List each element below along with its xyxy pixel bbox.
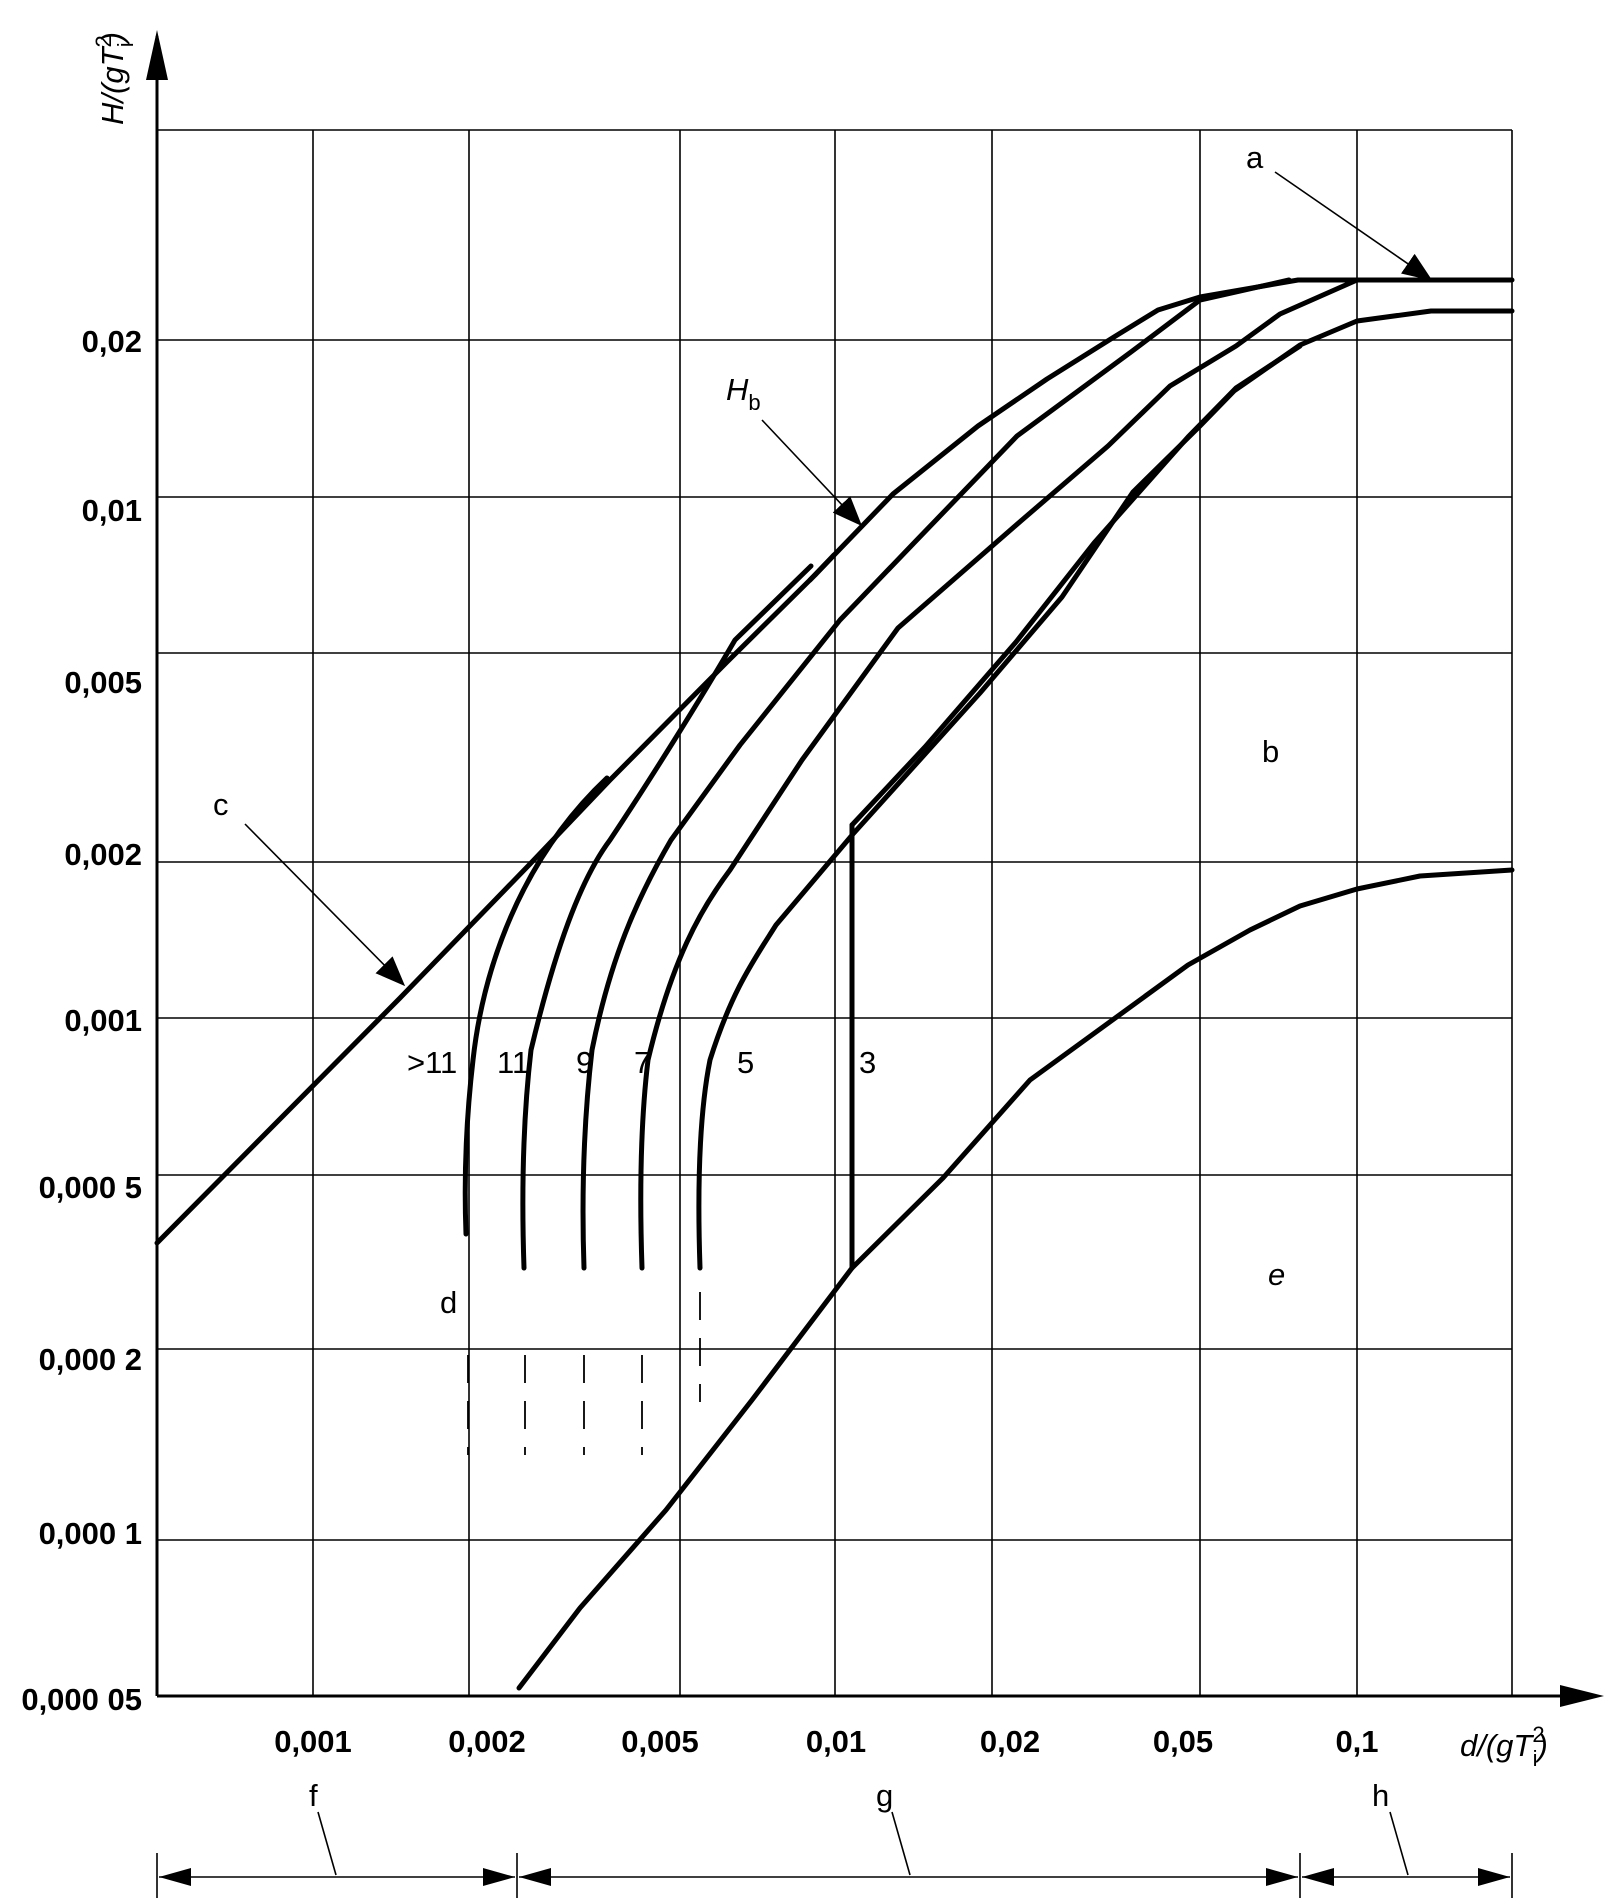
y-tick-0.005: 0,005 <box>64 665 142 700</box>
y-tick-0.02: 0,02 <box>82 324 142 359</box>
annotation-a: a <box>1246 140 1264 175</box>
label-11: 11 <box>497 1045 529 1080</box>
range-lines <box>156 1811 1513 1898</box>
y-tick-0.01: 0,01 <box>82 493 142 528</box>
dashed-lines <box>467 1102 701 1455</box>
x-tick-0.1: 0,1 <box>1335 1724 1378 1759</box>
y-tick-labels: 0,02 0,01 0,005 0,002 0,001 0,000 5 0,00… <box>21 324 142 1717</box>
y-axis-arrow <box>146 30 168 80</box>
x-tick-labels: 0,001 0,002 0,005 0,01 0,02 0,05 0,1 <box>274 1724 1378 1759</box>
annotation-c: c <box>213 787 229 822</box>
x-axis-arrow <box>1560 1685 1604 1707</box>
arrowhead-g-left <box>519 1868 551 1886</box>
x-tick-0.02: 0,02 <box>980 1724 1040 1759</box>
label-7: 7 <box>634 1045 651 1080</box>
curve-7 <box>638 277 1360 1271</box>
x-tick-0.005: 0,005 <box>621 1724 699 1759</box>
annotation-d: d <box>440 1285 457 1320</box>
curve-e <box>516 867 1515 1691</box>
y-tick-0.002: 0,002 <box>64 837 142 872</box>
curve-gt11 <box>462 775 610 1237</box>
leader-h <box>1389 1811 1409 1876</box>
x-tick-0.001: 0,001 <box>274 1724 352 1759</box>
annotation-e: e <box>1268 1257 1285 1292</box>
x-tick-0.002: 0,002 <box>448 1724 526 1759</box>
svg-text:H/(gT2i): H/(gT2i) <box>91 32 138 125</box>
curve-5 <box>696 308 1515 1271</box>
range-label-h: h <box>1372 1778 1389 1813</box>
leader-g <box>891 1811 911 1876</box>
label-9: 9 <box>576 1045 593 1080</box>
curves <box>154 277 1515 1691</box>
x-tick-0.05: 0,05 <box>1153 1724 1213 1759</box>
arrowhead-h-left <box>1302 1868 1334 1886</box>
arrowhead-g-right <box>1266 1868 1298 1886</box>
curve-9 <box>580 277 1292 1271</box>
grid <box>157 129 1513 1696</box>
range-label-f: f <box>309 1778 318 1813</box>
arrowhead-f-right <box>483 1868 515 1886</box>
arrow-hb <box>761 419 863 527</box>
y-tick-0.0005: 0,000 5 <box>39 1170 142 1205</box>
y-tick-0.00005: 0,000 05 <box>21 1682 142 1717</box>
y-tick-0.0001: 0,000 1 <box>39 1516 142 1551</box>
annotation-b: b <box>1262 734 1279 769</box>
curve-labels: >11 11 9 7 5 3 <box>407 1045 876 1080</box>
y-tick-0.001: 0,001 <box>64 1003 142 1038</box>
curve-11 <box>520 563 814 1271</box>
curve-c <box>154 552 837 1246</box>
curve-3-diagonal <box>849 343 1303 828</box>
label-gt11: >11 <box>407 1045 457 1080</box>
curve-hb <box>807 277 1515 583</box>
arrow-a <box>1274 171 1433 281</box>
svg-text:d/(gT2i): d/(gT2 i) <box>1460 1722 1548 1771</box>
label-3: 3 <box>859 1045 876 1080</box>
leader-f <box>317 1811 337 1876</box>
y-tick-0.0002: 0,000 2 <box>39 1342 142 1377</box>
y-axis-title: H/(gT2i) <box>91 32 138 125</box>
annotation-hb: Hb <box>726 372 761 415</box>
arrowhead-f-left <box>159 1868 191 1886</box>
range-labels: f g h <box>309 1778 1389 1813</box>
x-axis-title: d/(gT2 i) <box>1460 1722 1548 1771</box>
x-tick-0.01: 0,01 <box>806 1724 866 1759</box>
arrowhead-h-right <box>1478 1868 1510 1886</box>
arrow-c <box>244 823 406 987</box>
range-label-g: g <box>876 1778 893 1813</box>
label-5: 5 <box>737 1045 754 1080</box>
